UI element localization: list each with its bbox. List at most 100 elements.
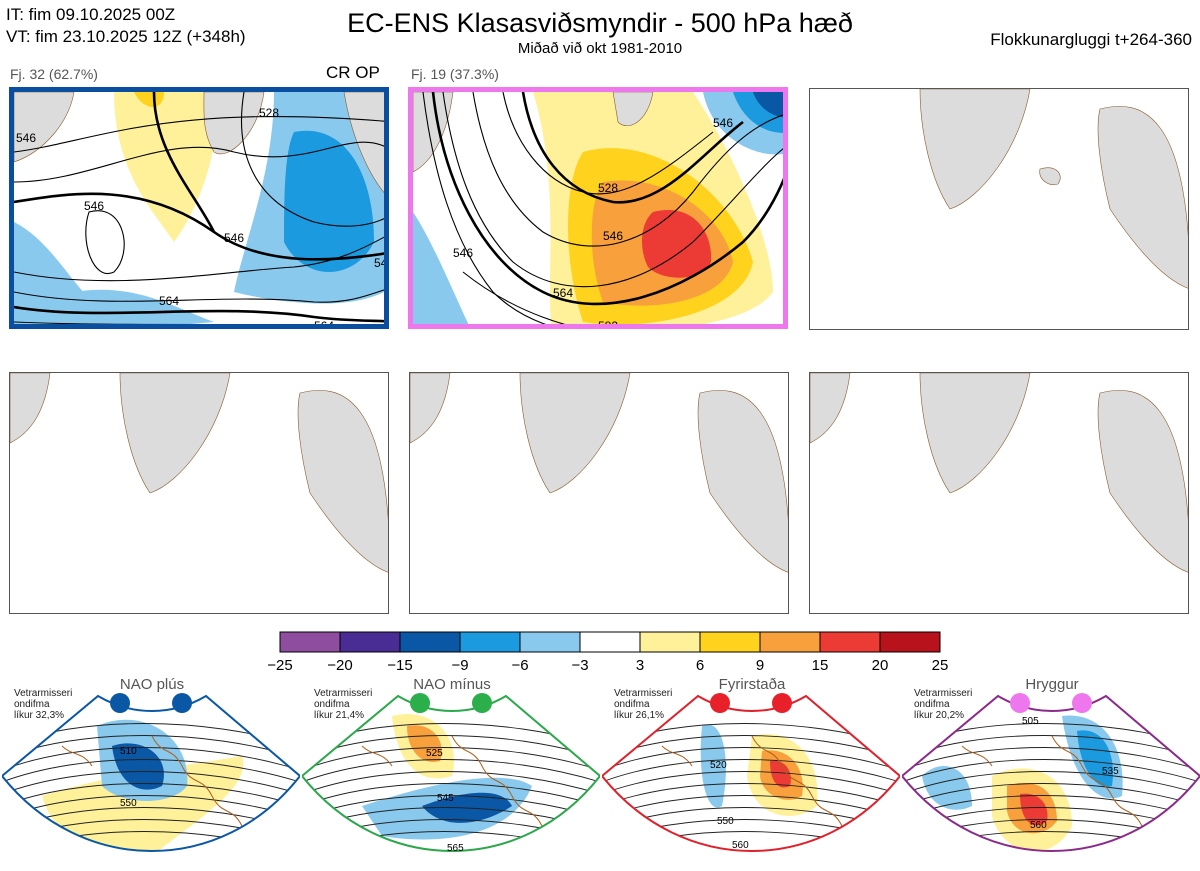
regime-frame (2, 694, 300, 852)
colorbar-swatch (759, 631, 821, 653)
regime-map: 510 550 (2, 693, 300, 852)
anomaly-area (700, 724, 726, 808)
regime-note-line: ondifma (614, 699, 650, 710)
regime-contour-label: 510 (120, 746, 137, 757)
regime-note: Vetrarmisseri ondifma líkur 32,3% (14, 688, 72, 721)
regime-thumbnail[interactable]: 505 535 560 Hryggur Vetrarmisseri ondifma líku… (902, 676, 1200, 871)
colorbar-swatch (699, 631, 761, 653)
colorbar-tick-label: 9 (756, 657, 764, 674)
colorbar-swatch (459, 631, 521, 653)
regime-marker (1010, 693, 1030, 713)
coastline (661, 735, 843, 827)
cluster-map-1-svg: 546 546 546 564 564 528 546 (14, 92, 389, 329)
height-contour (302, 771, 600, 795)
regime-thumbnail[interactable]: 510 550 NAO plús Vetrarmisseri ondifma líkur … (2, 676, 300, 871)
anomaly-area (42, 756, 244, 851)
anomaly-area (922, 766, 972, 810)
regime-note-line: ondifma (914, 699, 950, 710)
height-contour (302, 795, 600, 819)
cluster-map-2[interactable]: 546 546 528 564 546 582 (408, 87, 788, 329)
colorbar-swatch (339, 631, 401, 653)
anomaly-area (1020, 793, 1048, 826)
regime-frame (602, 694, 900, 852)
regime-contour-label: 545 (437, 793, 454, 804)
valid-time: VT: fim 23.10.2025 12Z (+348h) (6, 27, 246, 46)
regime-note-line: líkur 21,4% (314, 710, 365, 721)
regime-contour-label: 550 (120, 798, 137, 809)
regime-marker (472, 693, 492, 713)
height-contour (2, 747, 300, 771)
panel1-tag: CR OP (326, 63, 380, 82)
colorbar-swatch (579, 631, 641, 653)
colorbar-tick-label: −9 (451, 657, 468, 674)
height-contour (902, 795, 1200, 819)
colorbar-tick-label: −3 (571, 657, 588, 674)
height-contour (902, 771, 1200, 795)
p2-contour-label: 528 (598, 181, 618, 195)
regime-note-line: líkur 32,3% (14, 710, 65, 721)
regime-note-line: Vetrarmisseri (914, 688, 973, 699)
coastline (61, 735, 243, 827)
height-contour (2, 771, 300, 795)
colorbar-tick-label: 25 (932, 657, 949, 674)
anomaly-area (1077, 730, 1113, 787)
colorbar-swatch (639, 631, 701, 653)
anomaly-area (770, 760, 791, 788)
cluster-map-6[interactable] (809, 372, 1189, 614)
p1-contour-label: 546 (224, 231, 244, 245)
regime-thumbnail[interactable]: 520 550 560 Fyrirstaða Vetrarmisseri ondifma l… (602, 676, 900, 871)
colorbar-tick-label: 6 (696, 657, 704, 674)
regime-note-line: ondifma (14, 699, 50, 710)
anomaly-area (112, 743, 164, 790)
colorbar-swatch (519, 631, 581, 653)
regime-note: Vetrarmisseri ondifma líkur 26,1% (614, 688, 672, 721)
height-contour (902, 759, 1200, 783)
colorbar-tick-label: −6 (511, 657, 528, 674)
regime-contour-label: 535 (1102, 766, 1119, 777)
height-contour (302, 747, 600, 771)
cluster-map-3[interactable] (809, 88, 1189, 330)
p1-contour-label: 564 (314, 319, 334, 329)
p2-contour-label: 546 (453, 246, 473, 260)
regime-title: Fyrirstaða (718, 676, 786, 693)
regime-map: 505 535 560 (902, 693, 1200, 852)
colorbar-swatch (399, 631, 461, 653)
height-contour (302, 783, 600, 807)
height-contour (902, 747, 1200, 771)
regime-note-line: líkur 26,1% (614, 710, 665, 721)
p1-contour-label: 564 (159, 294, 179, 308)
regime-marker (772, 693, 792, 713)
colorbar-swatch (279, 631, 341, 653)
anomaly-area (407, 725, 442, 762)
page-subtitle: Miðað við okt 1981-2010 (517, 40, 683, 57)
p2-contour-label: 546 (713, 116, 733, 130)
p2-contour-label: 546 (603, 229, 623, 243)
height-contour (602, 771, 900, 795)
regime-note-line: Vetrarmisseri (14, 688, 73, 699)
p1-contour-label: 528 (259, 106, 279, 120)
regime-contour-label: 505 (1022, 716, 1039, 727)
colorbar-tick-label: −20 (327, 657, 352, 674)
colorbar-tick-label: −25 (267, 657, 292, 674)
regime-marker (710, 693, 730, 713)
regime-contour-label: 565 (447, 843, 464, 854)
regime-contour-label: 550 (717, 816, 734, 827)
height-contour (602, 783, 900, 807)
height-contour (602, 795, 900, 819)
cluster-map-1[interactable]: 546 546 546 564 564 528 546 (9, 87, 389, 329)
height-contour (302, 759, 600, 783)
init-time: IT: fim 09.10.2025 00Z (6, 5, 176, 24)
p2-contour-label: 582 (598, 319, 618, 329)
regime-map: 520 550 560 (602, 693, 900, 852)
cluster-map-5[interactable] (409, 372, 789, 614)
colorbar-tick-label: 15 (812, 657, 829, 674)
p1-contour-label: 546 (374, 256, 389, 270)
cluster-map-2-svg: 546 546 528 564 546 582 (413, 92, 783, 329)
height-contour (2, 783, 300, 807)
regime-thumbnail[interactable]: 525 545 565 NAO mínus Vetrarmisseri ondifma lí… (302, 676, 600, 871)
regime-contour-label: 520 (710, 760, 727, 771)
regime-contour-label: 560 (732, 840, 749, 851)
cluster-map-4[interactable] (9, 372, 389, 614)
regime-note: Vetrarmisseri ondifma líkur 20,2% (914, 688, 972, 721)
classification-window: Flokkunargluggi t+264-360 (990, 30, 1192, 49)
